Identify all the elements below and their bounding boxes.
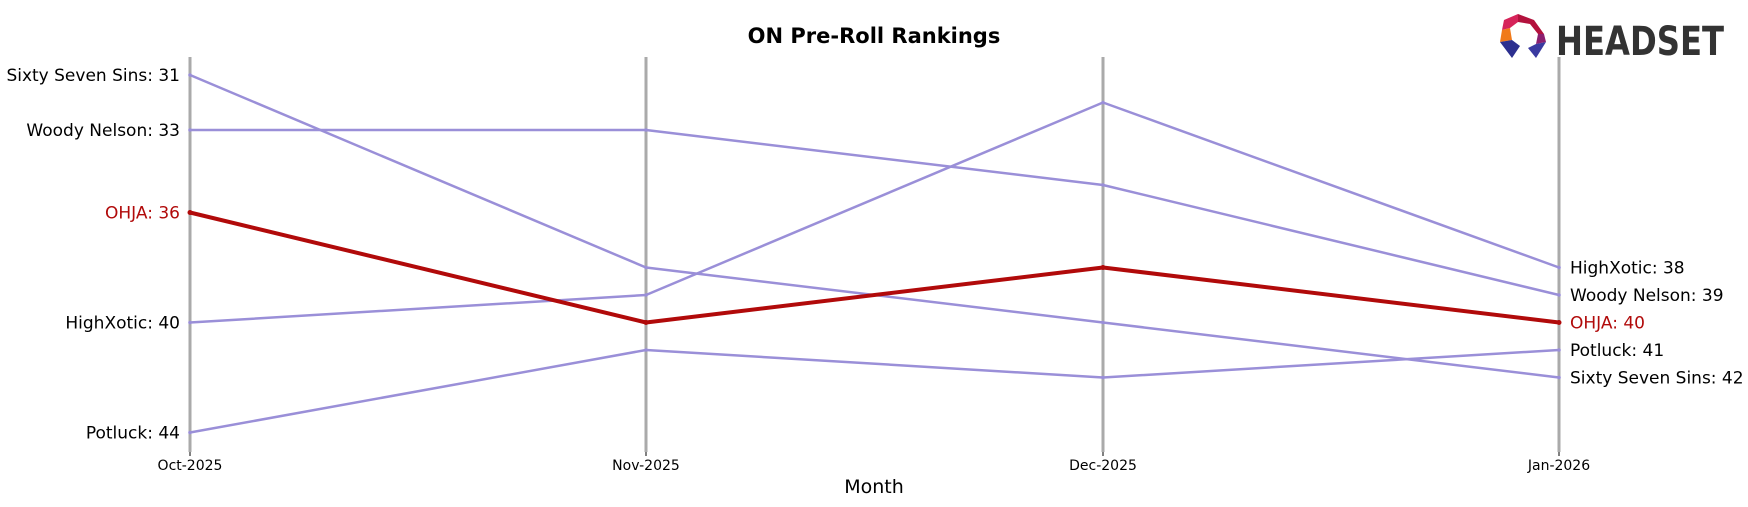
headset-logo: HEADSET bbox=[1500, 14, 1725, 65]
x-tick-label: Dec-2025 bbox=[1069, 458, 1137, 474]
end-label-highxotic: HighXotic: 38 bbox=[1570, 259, 1685, 279]
x-tick-labels: Oct-2025 Nov-2025 Dec-2025 Jan-2026 bbox=[158, 452, 1590, 474]
start-label-highxotic: HighXotic: 40 bbox=[65, 314, 180, 334]
data-point-potluck bbox=[1557, 348, 1561, 352]
series-lines bbox=[189, 73, 1560, 434]
series-line-sixty-seven-sins bbox=[189, 73, 1560, 379]
x-axis-label: Month bbox=[844, 476, 904, 498]
data-point-highxotic bbox=[1101, 100, 1105, 105]
start-label-ohja: OHJA: 36 bbox=[105, 204, 180, 224]
data-point-sixty-seven-sins bbox=[188, 73, 192, 77]
end-label-potluck: Potluck: 41 bbox=[1570, 341, 1664, 361]
start-label-potluck: Potluck: 44 bbox=[86, 424, 180, 444]
data-point-woody-nelson bbox=[1101, 183, 1105, 187]
data-point-sixty-seven-sins bbox=[1557, 375, 1561, 380]
chart-title: ON Pre-Roll Rankings bbox=[748, 24, 1001, 48]
month-axis-lines bbox=[188, 57, 1561, 452]
data-point-highxotic bbox=[1557, 265, 1561, 270]
series-line-highxotic bbox=[189, 101, 1560, 324]
data-point-highxotic bbox=[644, 293, 648, 297]
data-point-woody-nelson bbox=[1557, 293, 1561, 297]
x-tick-label: Jan-2026 bbox=[1527, 458, 1590, 474]
series-labels: Sixty Seven Sins: 31 Woody Nelson: 33 OHJA… bbox=[6, 66, 1743, 444]
data-point-potluck bbox=[1101, 375, 1105, 380]
series-line-woody-nelson bbox=[190, 128, 1560, 297]
series-points bbox=[187, 73, 1562, 435]
series-line-ohja bbox=[189, 210, 1560, 325]
headset-logo-text: HEADSET bbox=[1556, 19, 1725, 65]
data-point-ohja bbox=[1100, 265, 1106, 270]
start-label-woody-nelson: Woody Nelson: 33 bbox=[26, 121, 180, 141]
x-tick-label: Nov-2025 bbox=[612, 458, 680, 474]
headset-logo-icon bbox=[1500, 14, 1546, 58]
data-point-woody-nelson bbox=[188, 128, 192, 132]
data-point-woody-nelson bbox=[644, 128, 648, 132]
start-label-sixty-seven-sins: Sixty Seven Sins: 31 bbox=[6, 66, 180, 86]
end-label-ohja: OHJA: 40 bbox=[1570, 314, 1645, 334]
data-point-sixty-seven-sins bbox=[1101, 320, 1105, 325]
data-point-ohja bbox=[187, 210, 193, 215]
data-point-ohja bbox=[1556, 320, 1562, 325]
data-point-sixty-seven-sins bbox=[644, 265, 648, 270]
end-label-woody-nelson: Woody Nelson: 39 bbox=[1570, 286, 1724, 306]
x-tick-label: Oct-2025 bbox=[158, 458, 223, 474]
data-point-potluck bbox=[644, 348, 648, 352]
data-point-ohja bbox=[643, 320, 649, 325]
data-point-potluck bbox=[188, 430, 192, 435]
series-line-potluck bbox=[189, 348, 1560, 434]
data-point-highxotic bbox=[188, 320, 192, 325]
end-label-sixty-seven-sins: Sixty Seven Sins: 42 bbox=[1570, 369, 1744, 389]
